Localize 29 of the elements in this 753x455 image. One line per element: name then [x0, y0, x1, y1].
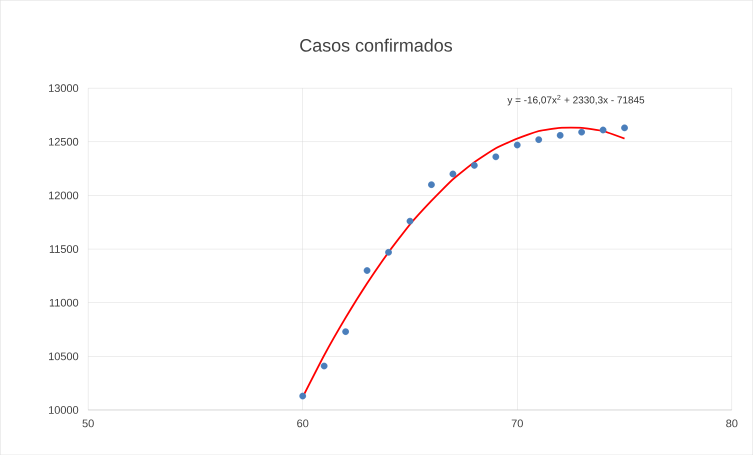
- y-tick-label: 11000: [50, 298, 78, 307]
- point: [514, 142, 521, 148]
- chart-title: Casos confirmados: [300, 38, 452, 52]
- point: [406, 218, 414, 224]
- point: [428, 181, 435, 188]
- point: [578, 128, 586, 136]
- point: [385, 248, 392, 256]
- point: [342, 328, 350, 335]
- point: [600, 126, 606, 134]
- y-tick-label: 12000: [49, 191, 78, 200]
- point: [535, 136, 542, 143]
- point: [556, 132, 564, 139]
- y-tick-label: 11500: [50, 245, 78, 253]
- point: [299, 392, 306, 400]
- point: [364, 267, 370, 274]
- point: [450, 170, 456, 178]
- y-tick-label: 10000: [49, 406, 78, 414]
- annotation: y = -16,07x$^{2}$ + 2330,3x - 71845: [507, 94, 644, 106]
- point: [470, 162, 478, 169]
- x-tick-label: 50: [82, 419, 94, 428]
- x-tick-label: 70: [512, 419, 523, 428]
- x-tick-label: 60: [297, 419, 308, 428]
- point: [492, 153, 500, 160]
- point: [621, 124, 628, 132]
- y-tick-label: 10500: [49, 352, 78, 360]
- point: [320, 362, 328, 370]
- y-tick-label: 12500: [49, 138, 78, 146]
- x-tick-label: 80: [726, 419, 738, 428]
- y-tick-label: 13000: [49, 84, 78, 92]
